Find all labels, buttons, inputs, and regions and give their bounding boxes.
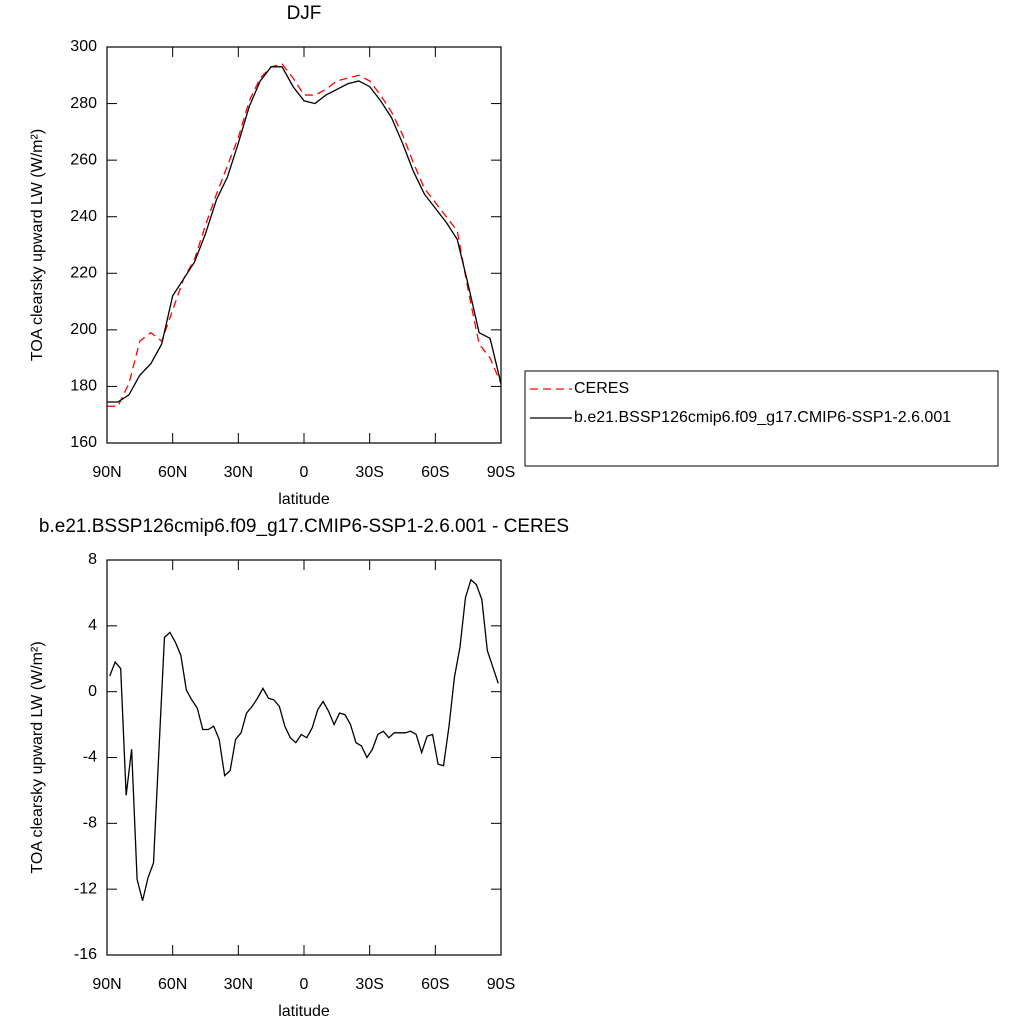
plot-frame — [106, 46, 502, 444]
y-tick-label: 200 — [70, 321, 97, 338]
legend-box — [524, 370, 999, 467]
y-tick-label: 8 — [88, 551, 97, 568]
y-tick-label: 240 — [70, 208, 97, 225]
y-tick-label: 4 — [88, 617, 97, 634]
x-axis-label: latitude — [278, 491, 330, 508]
x-axis-label: latitude — [278, 1003, 330, 1020]
y-tick-label: 180 — [70, 378, 97, 395]
plot-frame — [106, 559, 502, 956]
chart-title: DJF — [287, 3, 322, 24]
chart-title: b.e21.BSSP126cmip6.f09_g17.CMIP6-SSP1-2.… — [39, 516, 569, 537]
data-line — [109, 578, 499, 901]
y-tick-label: 280 — [70, 95, 97, 112]
y-tick-label: 0 — [88, 683, 97, 700]
x-tick-label: 60S — [421, 976, 449, 993]
y-tick-label: 300 — [70, 38, 97, 55]
x-tick-label: 90S — [487, 976, 515, 993]
data-line — [107, 63, 502, 407]
y-tick-label: -12 — [74, 880, 97, 897]
x-tick-label: 30S — [355, 976, 383, 993]
y-tick-label: -4 — [83, 749, 97, 766]
legend-label: b.e21.BSSP126cmip6.f09_g17.CMIP6-SSP1-2.… — [574, 409, 951, 426]
y-tick-label: 160 — [70, 434, 97, 451]
y-tick-label: 220 — [70, 265, 97, 282]
x-tick-label: 0 — [300, 976, 309, 993]
legend-label: CERES — [574, 380, 629, 397]
x-tick-label: 30N — [224, 464, 253, 481]
x-tick-label: 60S — [421, 464, 449, 481]
x-tick-label: 30S — [355, 464, 383, 481]
data-line — [107, 66, 502, 403]
x-tick-label: 90S — [487, 464, 515, 481]
y-axis-label: TOA clearsky upward LW (W/m²) — [29, 129, 46, 361]
y-tick-label: 260 — [70, 151, 97, 168]
y-tick-label: -16 — [74, 946, 97, 963]
x-tick-label: 90N — [92, 976, 121, 993]
x-tick-label: 30N — [224, 976, 253, 993]
x-tick-label: 60N — [158, 464, 187, 481]
x-tick-label: 90N — [92, 464, 121, 481]
y-axis-label: TOA clearsky upward LW (W/m²) — [29, 641, 46, 873]
x-tick-label: 60N — [158, 976, 187, 993]
x-tick-label: 0 — [300, 464, 309, 481]
y-tick-label: -8 — [83, 815, 97, 832]
